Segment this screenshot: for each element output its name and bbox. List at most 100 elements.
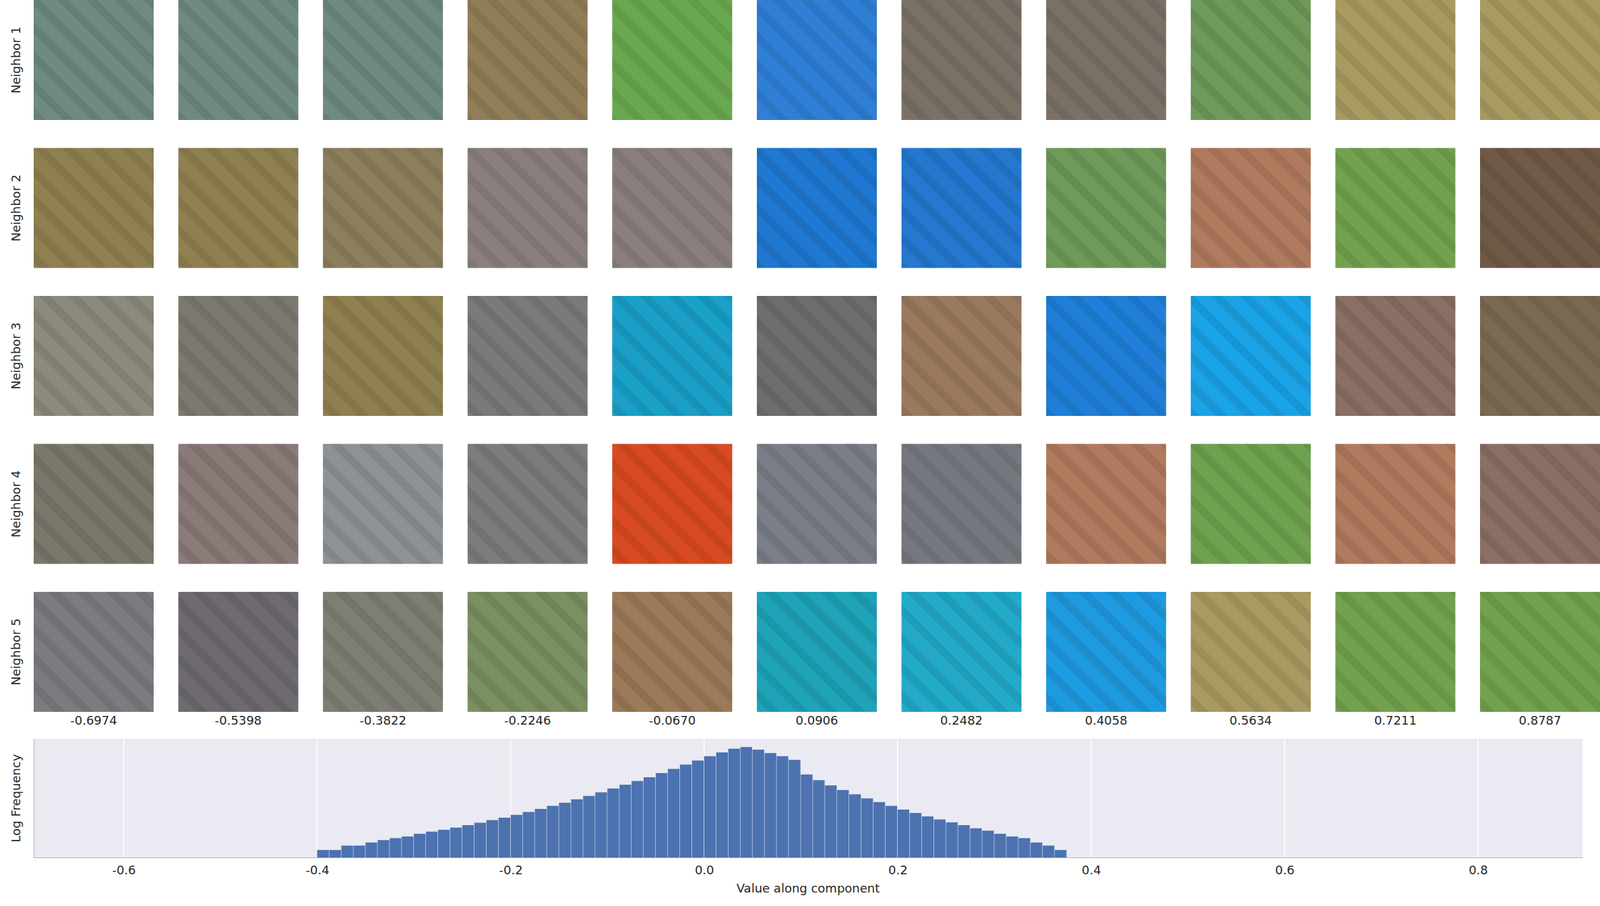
histogram-bar — [317, 849, 329, 858]
row-label: Neighbor 5 — [8, 618, 23, 685]
patch-texture — [756, 148, 877, 269]
histogram-bar — [631, 781, 643, 858]
column-value: -0.3822 — [359, 713, 406, 728]
patch — [33, 444, 154, 565]
patch — [467, 148, 588, 269]
patch-texture — [611, 0, 732, 120]
histogram-bar — [607, 788, 619, 858]
histogram-bar — [824, 785, 837, 858]
x-tick: 0.6 — [1275, 857, 1295, 877]
patch-texture — [33, 591, 154, 712]
histogram-bar — [558, 802, 571, 858]
histogram-bar — [776, 756, 788, 858]
patch-texture — [1480, 148, 1600, 269]
x-tick: -0.4 — [305, 857, 329, 877]
patch-texture — [467, 0, 588, 120]
patch — [611, 295, 732, 416]
patch-texture — [1190, 295, 1311, 416]
patch — [1480, 0, 1600, 120]
x-tick: 0.2 — [888, 857, 908, 877]
patch-texture — [178, 591, 299, 712]
patch — [901, 295, 1022, 416]
histogram-bar — [450, 827, 462, 858]
patch-texture — [33, 0, 154, 120]
x-tick: 0.4 — [1081, 857, 1102, 877]
histogram-bar — [655, 773, 668, 858]
patch-texture — [901, 0, 1022, 120]
patch-texture — [611, 295, 732, 416]
patch — [1045, 0, 1166, 120]
histogram-bar — [401, 836, 414, 858]
histogram-bar — [692, 760, 704, 858]
y-axis-title: Log Frequency — [8, 753, 23, 842]
patch-grid: Neighbor 1Neighbor 2Neighbor 3Neighbor 4… — [8, 0, 1600, 728]
row-label: Neighbor 3 — [8, 322, 23, 389]
patch — [178, 295, 299, 416]
histogram-bar — [680, 764, 692, 858]
patch-texture — [1190, 591, 1311, 712]
patch-texture — [1045, 591, 1166, 712]
histogram-bar — [474, 822, 486, 858]
column-value: -0.6974 — [70, 713, 117, 728]
patch — [1335, 295, 1456, 416]
x-tick-label: 0.8 — [1468, 862, 1489, 877]
patch-texture — [467, 444, 588, 565]
patch-texture — [1045, 0, 1166, 120]
patch-texture — [1335, 295, 1456, 416]
column-value: 0.8787 — [1519, 713, 1562, 728]
grid — [123, 738, 1478, 858]
patch — [611, 0, 732, 120]
grid-line — [316, 738, 319, 858]
patch — [901, 591, 1022, 712]
histogram-bar — [462, 824, 474, 858]
histogram-bar — [704, 756, 716, 858]
patch-texture — [901, 148, 1022, 269]
histogram-bar — [728, 748, 741, 858]
histogram-bar — [510, 814, 523, 858]
patch-texture — [322, 591, 443, 712]
grid-line — [1283, 738, 1286, 858]
patch — [1335, 444, 1456, 565]
patch — [467, 295, 588, 416]
histogram-bar — [570, 799, 583, 858]
histogram-bar — [595, 791, 607, 858]
histogram-bar — [498, 817, 511, 858]
histogram-bar — [1018, 837, 1030, 858]
histogram-bar — [934, 819, 946, 858]
histogram-bar — [716, 752, 728, 858]
histogram-bar — [667, 768, 680, 858]
patch-texture — [1335, 0, 1456, 120]
column-value: -0.5398 — [214, 713, 262, 728]
patch-texture — [178, 148, 299, 269]
patch — [1480, 148, 1600, 269]
patch — [178, 148, 299, 269]
patch-texture — [178, 0, 299, 120]
x-axis-line — [34, 857, 1584, 858]
column-value: 0.4058 — [1085, 713, 1128, 728]
patch-texture — [1190, 148, 1311, 269]
column-value: -0.2246 — [504, 713, 551, 728]
patch-texture — [33, 148, 154, 269]
patch-texture — [1045, 148, 1166, 269]
histogram-bar — [1054, 849, 1067, 858]
histogram-bar — [329, 849, 342, 858]
patch — [33, 591, 154, 712]
patch — [1190, 591, 1311, 712]
histogram-bar — [643, 777, 656, 858]
patch — [756, 444, 877, 565]
x-tick-label: 0.4 — [1081, 862, 1102, 877]
patch — [611, 148, 732, 269]
x-tick: -0.2 — [499, 857, 523, 877]
y-axis — [33, 739, 35, 858]
patch-texture — [1480, 591, 1600, 712]
column-value: 0.0906 — [795, 713, 839, 728]
histogram-bar — [546, 805, 559, 858]
patch-texture — [1045, 295, 1166, 416]
patch-texture — [611, 444, 732, 565]
row-label: Neighbor 1 — [8, 26, 23, 94]
patch — [1480, 444, 1600, 565]
x-tick-label: -0.2 — [499, 862, 523, 877]
patch-texture — [1335, 444, 1456, 565]
patch — [1190, 0, 1311, 120]
row-label: Neighbor 4 — [8, 470, 23, 538]
